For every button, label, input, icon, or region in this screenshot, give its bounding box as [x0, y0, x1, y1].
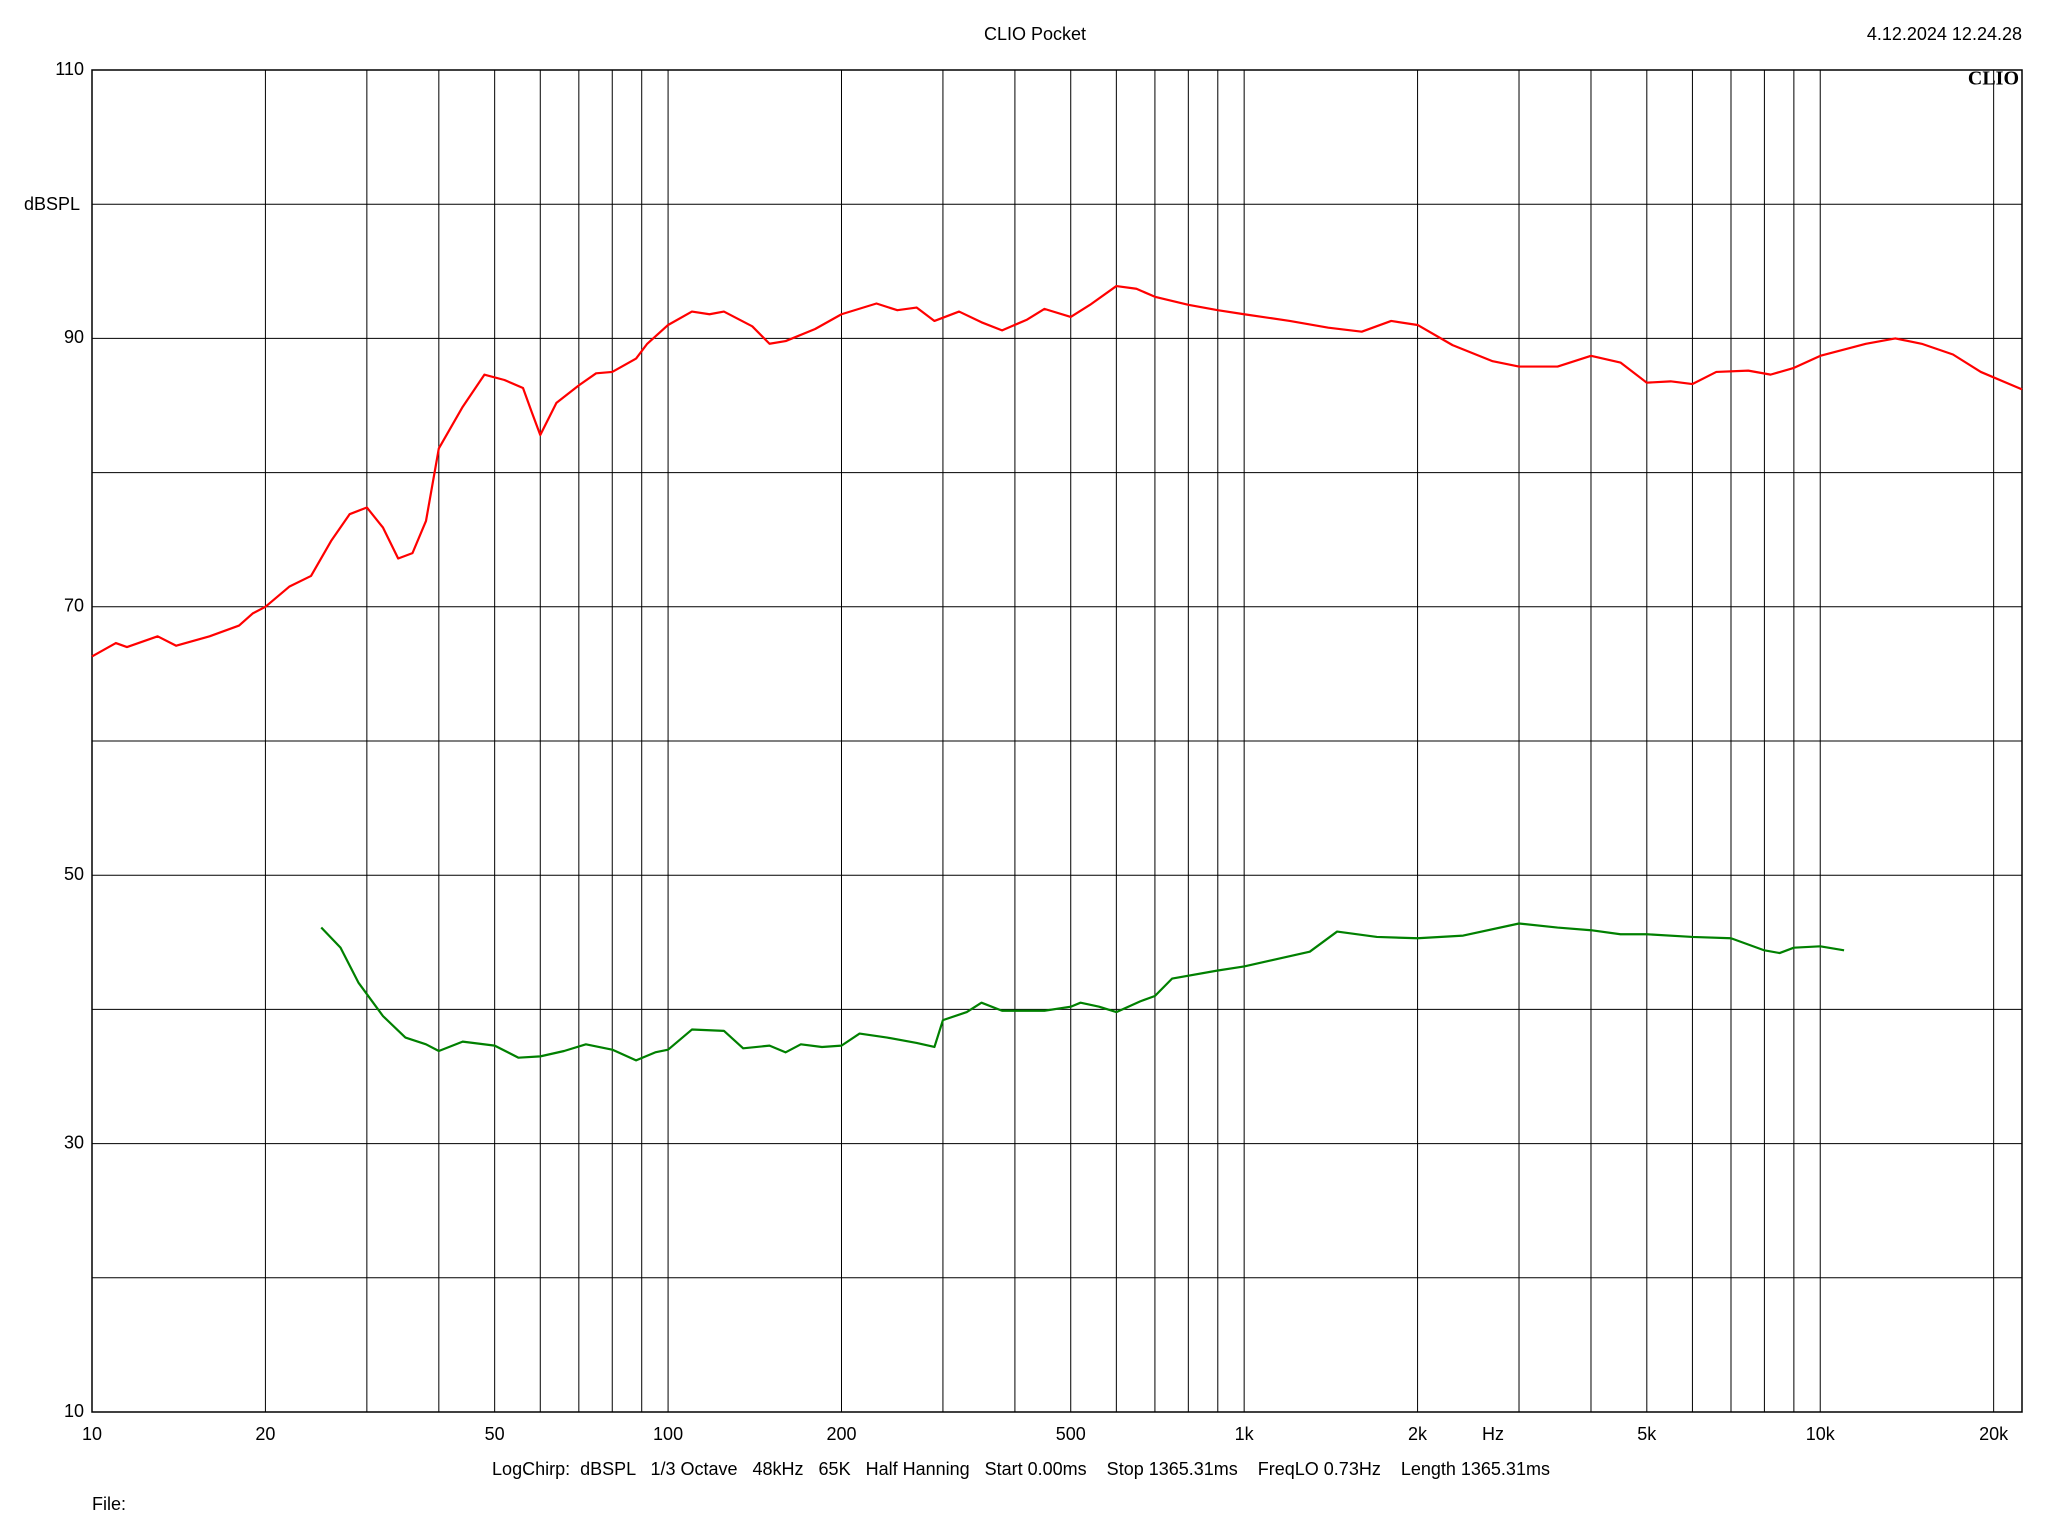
x-tick-label: 2k — [1408, 1424, 1428, 1444]
file-label: File: — [92, 1494, 126, 1514]
x-tick-label: 20k — [1979, 1424, 2009, 1444]
y-tick-label: 110 — [55, 59, 84, 79]
chart-title: CLIO Pocket — [984, 24, 1086, 44]
x-tick-label: 5k — [1637, 1424, 1657, 1444]
settings-line: LogChirp: dBSPL 1/3 Octave 48kHz 65K Hal… — [492, 1459, 1550, 1479]
timestamp: 4.12.2024 12.24.28 — [1867, 24, 2022, 44]
x-tick-label: 500 — [1056, 1424, 1086, 1444]
y-tick-label: 30 — [64, 1132, 84, 1152]
x-tick-label: 100 — [653, 1424, 683, 1444]
logo: CLIO — [1968, 68, 2019, 90]
y-tick-label: 10 — [64, 1401, 84, 1421]
x-tick-label: 1k — [1235, 1424, 1255, 1444]
x-tick-label: 200 — [826, 1424, 856, 1444]
y-tick-label: 70 — [64, 596, 84, 616]
y-axis-label: dBSPL — [24, 194, 80, 214]
x-tick-label: 10k — [1806, 1424, 1836, 1444]
x-axis-label: Hz — [1482, 1424, 1504, 1444]
series-line — [320, 922, 1845, 1062]
y-tick-label: 50 — [64, 864, 84, 884]
x-tick-label: 10 — [82, 1424, 102, 1444]
series-line — [91, 284, 2023, 658]
y-tick-label: 90 — [64, 327, 84, 347]
x-tick-label: 20 — [255, 1424, 275, 1444]
x-tick-label: 50 — [485, 1424, 505, 1444]
plot-frame — [91, 69, 2023, 1413]
